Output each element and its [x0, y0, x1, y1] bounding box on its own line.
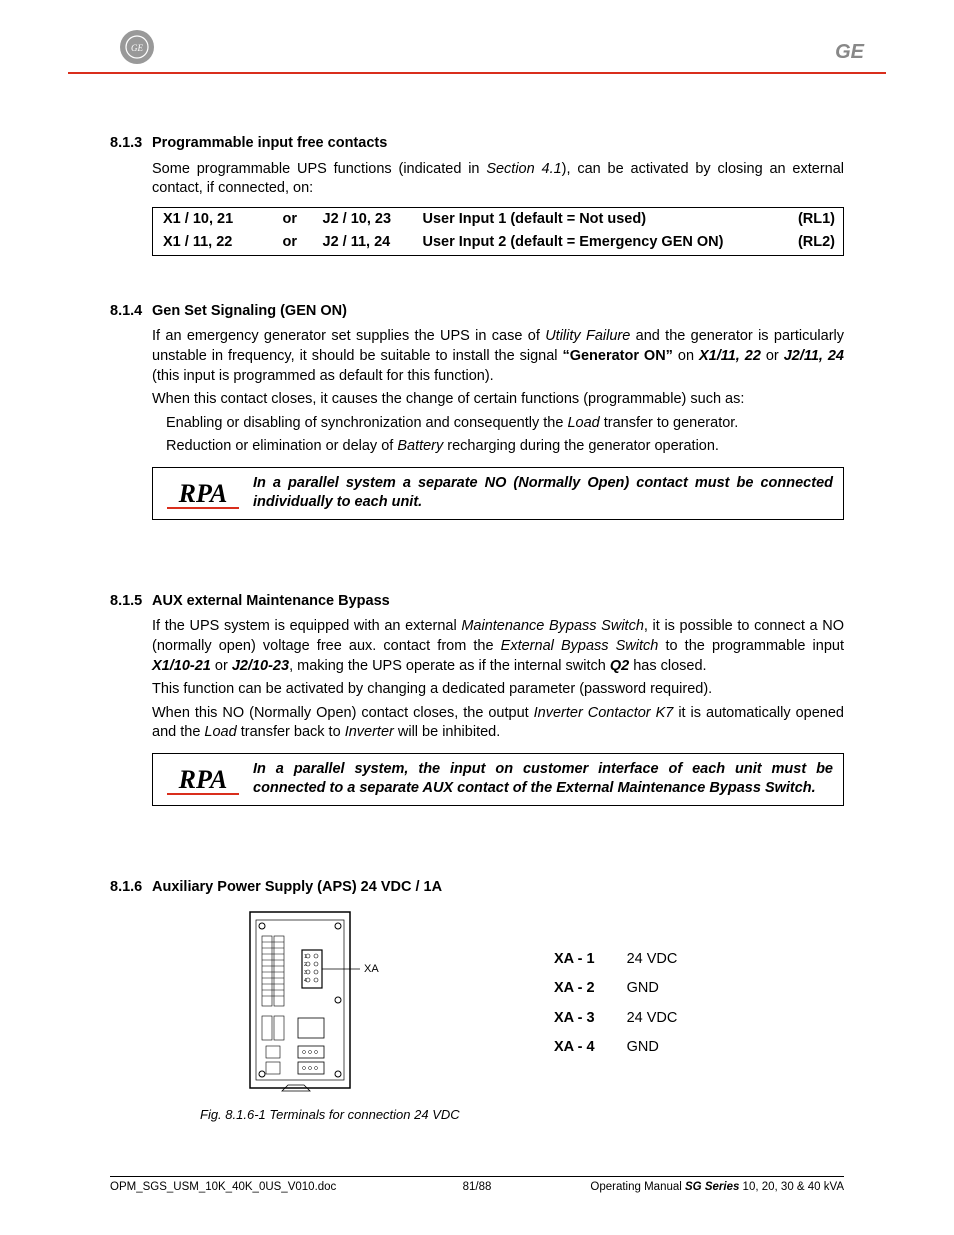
text: to the programmable input: [658, 638, 844, 654]
cell: J2 / 11, 24: [313, 231, 413, 255]
table-row: XA - 4GND: [554, 1034, 707, 1062]
heading-title: AUX external Maintenance Bypass: [152, 592, 390, 612]
cell: X1 / 11, 22: [153, 231, 273, 255]
text: Reduction or elimination or delay of: [166, 438, 397, 454]
rpa-callout-814: RPA In a parallel system a separate NO (…: [152, 467, 844, 520]
table-row: X1 / 10, 21 or J2 / 10, 23 User Input 1 …: [153, 207, 844, 231]
para-814-4: Reduction or elimination or delay of Bat…: [166, 437, 844, 457]
text: or: [761, 348, 784, 364]
rpa-message: In a parallel system a separate NO (Norm…: [253, 468, 843, 519]
text: transfer to generator.: [600, 415, 739, 431]
cell: or: [273, 231, 313, 255]
svg-text:2: 2: [304, 962, 307, 968]
text-bi: X1/10-21: [152, 658, 211, 674]
text: Enabling or disabling of synchronization…: [166, 415, 567, 431]
para-814-1: If an emergency generator set supplies t…: [152, 327, 844, 386]
text: , making the UPS operate as if the inter…: [289, 658, 610, 674]
text-bi: J2/10-23: [232, 658, 289, 674]
aps-pinout-table: XA - 124 VDC XA - 2GND XA - 324 VDC XA -…: [552, 944, 709, 1064]
page-header: GE GE: [0, 0, 954, 72]
text: (this input is programmed as default for…: [152, 368, 494, 384]
svg-text:GE: GE: [131, 43, 143, 53]
cell: User Input 1 (default = Not used): [413, 207, 784, 231]
heading-title: Gen Set Signaling (GEN ON): [152, 302, 347, 322]
para-814-2: When this contact closes, it causes the …: [152, 390, 844, 410]
rpa-callout-815: RPA In a parallel system, the input on c…: [152, 753, 844, 806]
page-footer: OPM_SGS_USM_10K_40K_0US_V010.doc 81/88 O…: [110, 1176, 844, 1193]
cell: (RL2): [784, 231, 844, 255]
text-italic: Inverter Contactor K7: [534, 705, 674, 721]
footer-page-number: 81/88: [110, 1181, 844, 1193]
text-italic: External Bypass Switch: [501, 638, 659, 654]
cell: 24 VDC: [627, 946, 708, 974]
cell: GND: [627, 1034, 708, 1062]
table-row: XA - 124 VDC: [554, 946, 707, 974]
heading-title: Programmable input free contacts: [152, 134, 387, 154]
circuit-board-icon: 1 2 3 4 XA: [242, 906, 422, 1103]
text: or: [211, 658, 232, 674]
heading-num: 8.1.6: [110, 878, 152, 898]
input-contacts-table: X1 / 10, 21 or J2 / 10, 23 User Input 1 …: [152, 207, 844, 256]
cell: XA - 3: [554, 1005, 625, 1033]
table-row: XA - 2GND: [554, 975, 707, 1003]
text: has closed.: [629, 658, 706, 674]
heading-816: 8.1.6 Auxiliary Power Supply (APS) 24 VD…: [110, 878, 844, 898]
cell: X1 / 10, 21: [153, 207, 273, 231]
cell: GND: [627, 975, 708, 1003]
para-813-intro: Some programmable UPS functions (indicat…: [152, 160, 844, 199]
text-italic: Battery: [397, 438, 443, 454]
cell: XA - 4: [554, 1034, 625, 1062]
text: recharging during the generator operatio…: [443, 438, 719, 454]
aps-figure-row: 12 34 XA XA - 124 VDC XA - 2GND XA - 324…: [152, 906, 844, 1103]
heading-813: 8.1.3 Programmable input free contacts: [110, 134, 844, 154]
text: If an emergency generator set supplies t…: [152, 328, 545, 344]
cell: J2 / 10, 23: [313, 207, 413, 231]
heading-num: 8.1.4: [110, 302, 152, 322]
rpa-logo-icon: RPA: [153, 468, 253, 519]
text-italic: Inverter: [345, 724, 394, 740]
text: Some programmable UPS functions (indicat…: [152, 161, 486, 177]
heading-815: 8.1.5 AUX external Maintenance Bypass: [110, 592, 844, 612]
text-italic: Maintenance Bypass Switch: [461, 618, 644, 634]
xa-label: XA: [364, 963, 379, 975]
svg-text:3: 3: [304, 970, 307, 976]
text-bi: Q2: [610, 658, 629, 674]
para-815-3: When this NO (Normally Open) contact clo…: [152, 704, 844, 743]
text-italic: Load: [567, 415, 599, 431]
brand-text: GE: [835, 41, 864, 64]
rpa-logo-icon: RPA: [153, 754, 253, 805]
ge-monogram-icon: GE: [120, 30, 154, 64]
cell: User Input 2 (default = Emergency GEN ON…: [413, 231, 784, 255]
text: transfer back to: [237, 724, 345, 740]
text-bold: “Generator ON”: [562, 348, 673, 364]
text-italic: Utility Failure: [545, 328, 630, 344]
figure-caption: Fig. 8.1.6-1 Terminals for connection 24…: [200, 1106, 844, 1124]
table-row: X1 / 11, 22 or J2 / 11, 24 User Input 2 …: [153, 231, 844, 255]
para-814-3: Enabling or disabling of synchronization…: [166, 414, 844, 434]
cell: 24 VDC: [627, 1005, 708, 1033]
table-row: XA - 324 VDC: [554, 1005, 707, 1033]
cell: XA - 2: [554, 975, 625, 1003]
heading-title: Auxiliary Power Supply (APS) 24 VDC / 1A: [152, 878, 442, 898]
text-bi: X1/11, 22: [699, 348, 761, 364]
heading-num: 8.1.3: [110, 134, 152, 154]
text: When this NO (Normally Open) contact clo…: [152, 705, 534, 721]
text-italic: Load: [204, 724, 236, 740]
para-815-2: This function can be activated by changi…: [152, 680, 844, 700]
svg-text:1: 1: [304, 954, 307, 960]
page-content: 8.1.3 Programmable input free contacts S…: [0, 74, 954, 1124]
text: will be inhibited.: [394, 724, 500, 740]
cell: (RL1): [784, 207, 844, 231]
text-bi: J2/11, 24: [784, 348, 844, 364]
para-815-1: If the UPS system is equipped with an ex…: [152, 617, 844, 676]
rpa-message: In a parallel system, the input on custo…: [253, 754, 843, 805]
svg-text:4: 4: [304, 978, 307, 984]
heading-814: 8.1.4 Gen Set Signaling (GEN ON): [110, 302, 844, 322]
text-italic: Section 4.1: [486, 161, 561, 177]
cell: XA - 1: [554, 946, 625, 974]
heading-num: 8.1.5: [110, 592, 152, 612]
text: If the UPS system is equipped with an ex…: [152, 618, 461, 634]
text: on: [673, 348, 699, 364]
cell: or: [273, 207, 313, 231]
